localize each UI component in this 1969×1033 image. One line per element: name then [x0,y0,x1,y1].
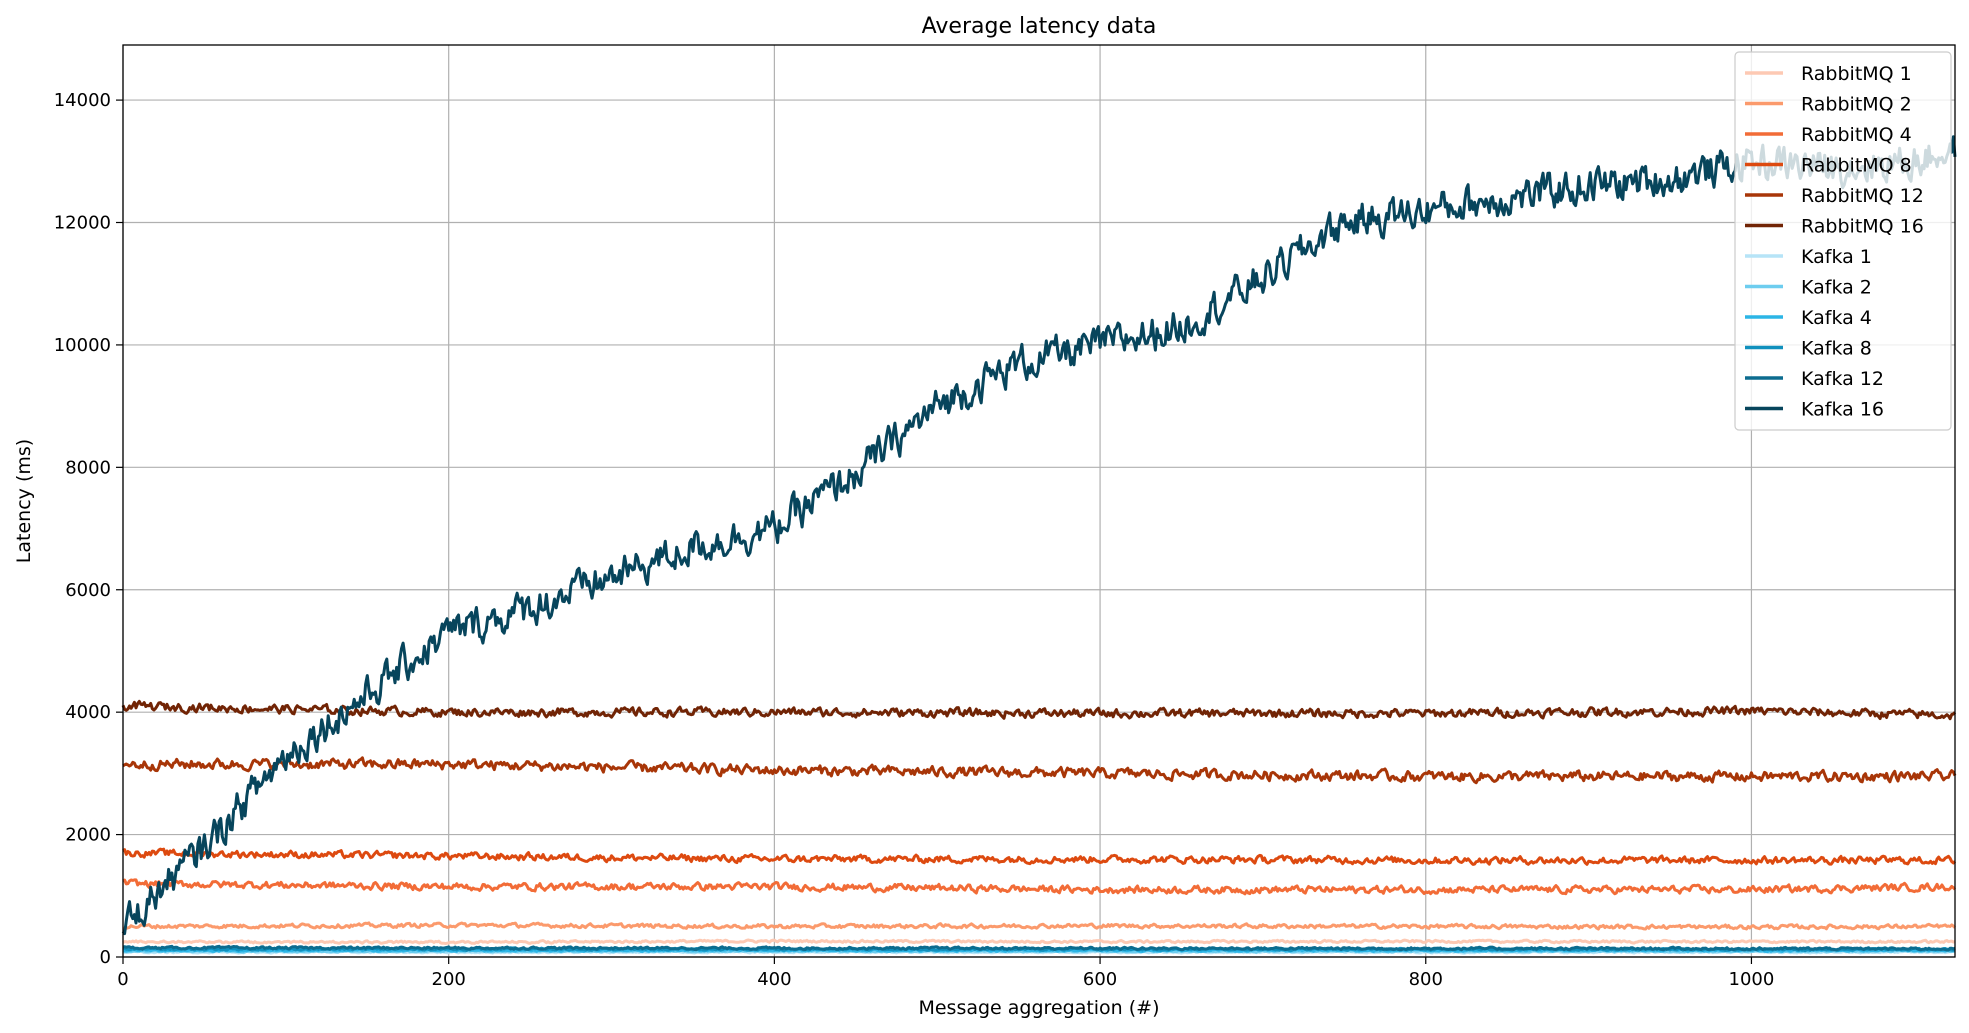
legend-entry-label: Kafka 4 [1801,307,1872,329]
series-line [122,938,1956,946]
series-line [121,135,1957,936]
legend-entry-label: Kafka 16 [1801,399,1884,421]
legend-entry-label: RabbitMQ 16 [1801,216,1924,238]
x-tick-label: 200 [432,969,466,990]
series-line [122,756,1957,785]
legend-entry-label: Kafka 1 [1801,246,1872,268]
x-tick-label: 0 [117,969,128,990]
legend-entry-label: RabbitMQ 12 [1801,185,1924,207]
series-line [122,878,1957,896]
legend: RabbitMQ 1 RabbitMQ 2 RabbitMQ 4 RabbitMQ 8… [1734,51,1952,431]
x-tick-label: 1000 [1729,969,1775,990]
series-line [121,699,1957,721]
series-line [122,944,1956,952]
x-axis-label: Message aggregation (#) [918,997,1159,1019]
y-tick-label: 14000 [54,90,111,111]
plot-frame [122,44,1956,958]
y-tick-label: 0 [100,947,111,968]
y-tick-label: 12000 [54,213,111,234]
y-tick-label: 8000 [65,457,111,478]
x-tick-label: 400 [757,969,791,990]
legend-entry-label: RabbitMQ 2 [1801,94,1912,116]
legend-entry-label: RabbitMQ 8 [1801,155,1912,177]
x-tick-label: 800 [1409,969,1443,990]
series-lines [121,135,1957,955]
y-tick-label: 2000 [65,825,111,846]
y-tick-label: 4000 [65,702,111,723]
y-axis-label: Latency (ms) [13,439,35,563]
legend-entry-label: Kafka 8 [1801,338,1872,360]
series-line [122,847,1957,866]
legend-entry-label: RabbitMQ 4 [1801,124,1912,146]
axis-ticks: 0 200 400 600 800 100002000400060008000100001… [54,90,1775,990]
legend-entry-label: Kafka 2 [1801,277,1872,299]
chart-title: Average latency data [922,14,1157,39]
legend-entry-label: RabbitMQ 1 [1801,63,1912,85]
series-line [122,921,1957,931]
legend-entry-label: Kafka 12 [1801,368,1884,390]
y-tick-label: 10000 [54,335,111,356]
y-tick-label: 6000 [65,580,111,601]
legend-box [1734,51,1952,431]
x-tick-label: 600 [1083,969,1117,990]
